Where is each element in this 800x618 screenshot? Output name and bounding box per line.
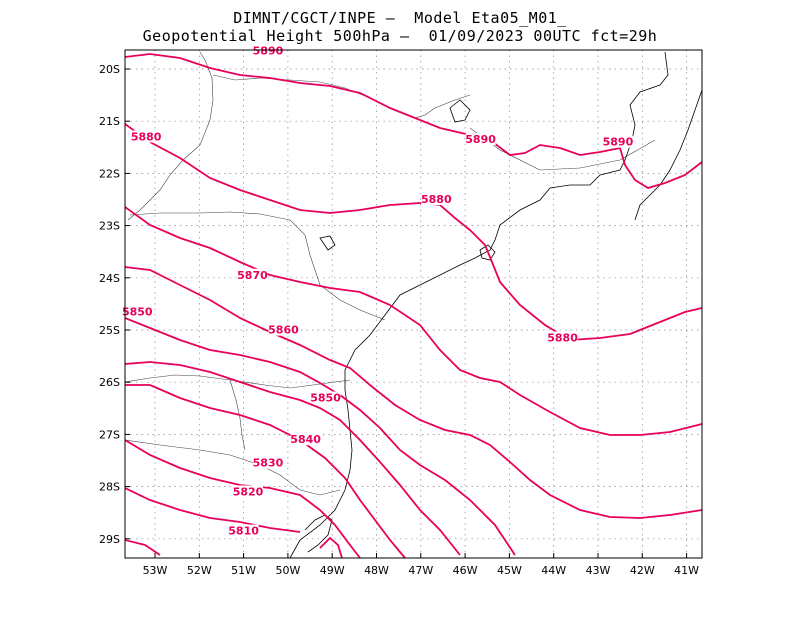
contour-label: 5890 — [603, 136, 634, 149]
contour-label-background — [237, 268, 268, 281]
contour-label: 5880 — [547, 331, 578, 344]
contour-label: 5830 — [253, 457, 284, 470]
lat-tick-label: 24S — [99, 272, 120, 285]
contour-label-background — [310, 391, 341, 404]
border-ms-sp — [127, 51, 214, 221]
contour-label-background — [252, 456, 283, 469]
lat-tick-label: 22S — [99, 167, 120, 180]
axis-tick-labels: 20S 21S 22S 23S 24S 25S 26S 27S 28S 29S 53W 52W 51W 5… — [99, 63, 699, 577]
contour-5870 — [124, 206, 703, 436]
lat-tick-label: 25S — [99, 324, 120, 337]
lat-tick-label: 29S — [99, 533, 120, 546]
contour-5840 — [124, 361, 461, 556]
lon-tick-label: 51W — [231, 564, 256, 577]
contour-5880-upper — [124, 123, 703, 341]
lon-tick-label: 47W — [408, 564, 433, 577]
contour-label: 5860 — [268, 324, 299, 337]
contour-label: 5890 — [253, 44, 284, 57]
lon-tick-label: 41W — [674, 564, 699, 577]
contour-5800-south — [319, 536, 343, 559]
lat-lon-grid — [125, 50, 702, 558]
contour-label-background — [233, 485, 264, 498]
chart-title-line-2: Geopotential Height 500hPa – 01/09/2023 … — [142, 27, 658, 45]
contour-label-background — [228, 524, 259, 537]
lon-tick-label: 53W — [143, 564, 168, 577]
contour-label-background — [602, 135, 633, 148]
reservoir-2 — [319, 235, 336, 251]
coast-east — [634, 89, 703, 221]
bay-guanabara — [479, 244, 496, 261]
contour-5800 — [124, 539, 161, 556]
contour-label: 5850 — [310, 391, 341, 404]
contour-label: 5840 — [290, 433, 321, 446]
geopotential-contours — [124, 53, 703, 559]
reservoir-1 — [449, 99, 471, 123]
chart-title-line-1: DIMNT/CGCT/INPE – Model Eta05_M01_ — [233, 9, 567, 27]
lon-tick-label: 43W — [586, 564, 611, 577]
contour-label: 5880 — [131, 130, 162, 143]
lon-tick-label: 49W — [320, 564, 345, 577]
border-west — [229, 379, 246, 451]
lat-tick-label: 20S — [99, 63, 120, 76]
lat-tick-label: 27S — [99, 428, 120, 441]
contour-5830 — [125, 384, 406, 559]
lon-tick-label: 52W — [187, 564, 212, 577]
contour-label: 5820 — [233, 485, 264, 498]
lon-tick-label: 44W — [541, 564, 566, 577]
contour-5860 — [124, 266, 703, 519]
contour-label: 5870 — [237, 269, 268, 282]
contour-label-background — [290, 433, 321, 446]
border-sp-mg — [212, 74, 471, 119]
lon-tick-label: 42W — [630, 564, 655, 577]
contour-label-background — [122, 305, 153, 318]
contour-label-background — [465, 133, 496, 146]
state-borders — [124, 51, 656, 496]
lat-tick-label: 23S — [99, 220, 120, 233]
contour-5820 — [124, 439, 361, 559]
lon-tick-label: 45W — [497, 564, 522, 577]
lagoon-patos — [304, 514, 333, 553]
contour-label-background — [547, 331, 578, 344]
lon-tick-label: 50W — [275, 564, 300, 577]
contour-labels: 5890 5880 5890 5890 5880 5870 5850 5860 5880 5850… — [122, 44, 634, 538]
lat-tick-label: 21S — [99, 115, 120, 128]
contour-label: 5880 — [421, 193, 452, 206]
lon-tick-label: 48W — [364, 564, 389, 577]
coast-north — [289, 51, 669, 559]
contour-5810 — [124, 487, 301, 533]
lat-tick-label: 26S — [99, 376, 120, 389]
contour-label: 5890 — [465, 133, 496, 146]
contour-label-background — [268, 323, 299, 336]
border-pr-sp — [129, 211, 386, 321]
contour-label: 5810 — [228, 525, 259, 538]
contour-label-background — [421, 193, 452, 206]
lat-tick-label: 28S — [99, 481, 120, 494]
map-frame — [124, 49, 703, 559]
contour-label: 5850 — [122, 305, 153, 318]
contour-label-background — [131, 130, 162, 143]
coastline — [289, 51, 703, 559]
lon-tick-label: 46W — [453, 564, 478, 577]
